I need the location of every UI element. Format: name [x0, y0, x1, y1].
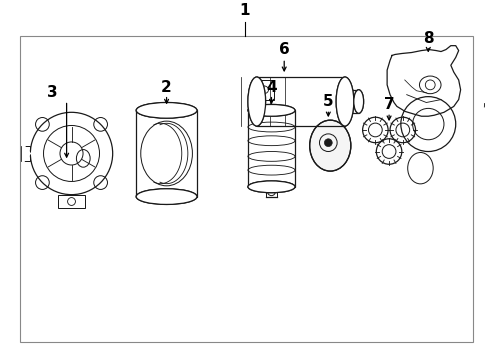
- Ellipse shape: [136, 103, 197, 118]
- Text: 7: 7: [384, 97, 394, 112]
- Ellipse shape: [354, 90, 364, 113]
- Polygon shape: [23, 144, 30, 163]
- Bar: [20, 36, 473, 342]
- Text: 5: 5: [323, 94, 334, 109]
- Bar: [21, 146, 30, 161]
- Text: 8: 8: [423, 31, 434, 46]
- Bar: [345, 90, 359, 113]
- Bar: [253, 80, 274, 100]
- Ellipse shape: [248, 104, 295, 116]
- Ellipse shape: [248, 181, 295, 193]
- Text: 2: 2: [161, 80, 172, 95]
- Bar: [257, 77, 345, 126]
- Text: 1: 1: [240, 3, 250, 18]
- Bar: [248, 111, 295, 187]
- Ellipse shape: [248, 77, 266, 126]
- Bar: [136, 111, 197, 197]
- Text: 3: 3: [47, 85, 57, 100]
- Ellipse shape: [336, 77, 354, 126]
- Ellipse shape: [310, 120, 351, 171]
- Bar: [58, 195, 85, 208]
- Text: 6: 6: [279, 42, 290, 58]
- Text: 4: 4: [266, 80, 277, 95]
- Circle shape: [324, 139, 332, 147]
- Ellipse shape: [136, 189, 197, 204]
